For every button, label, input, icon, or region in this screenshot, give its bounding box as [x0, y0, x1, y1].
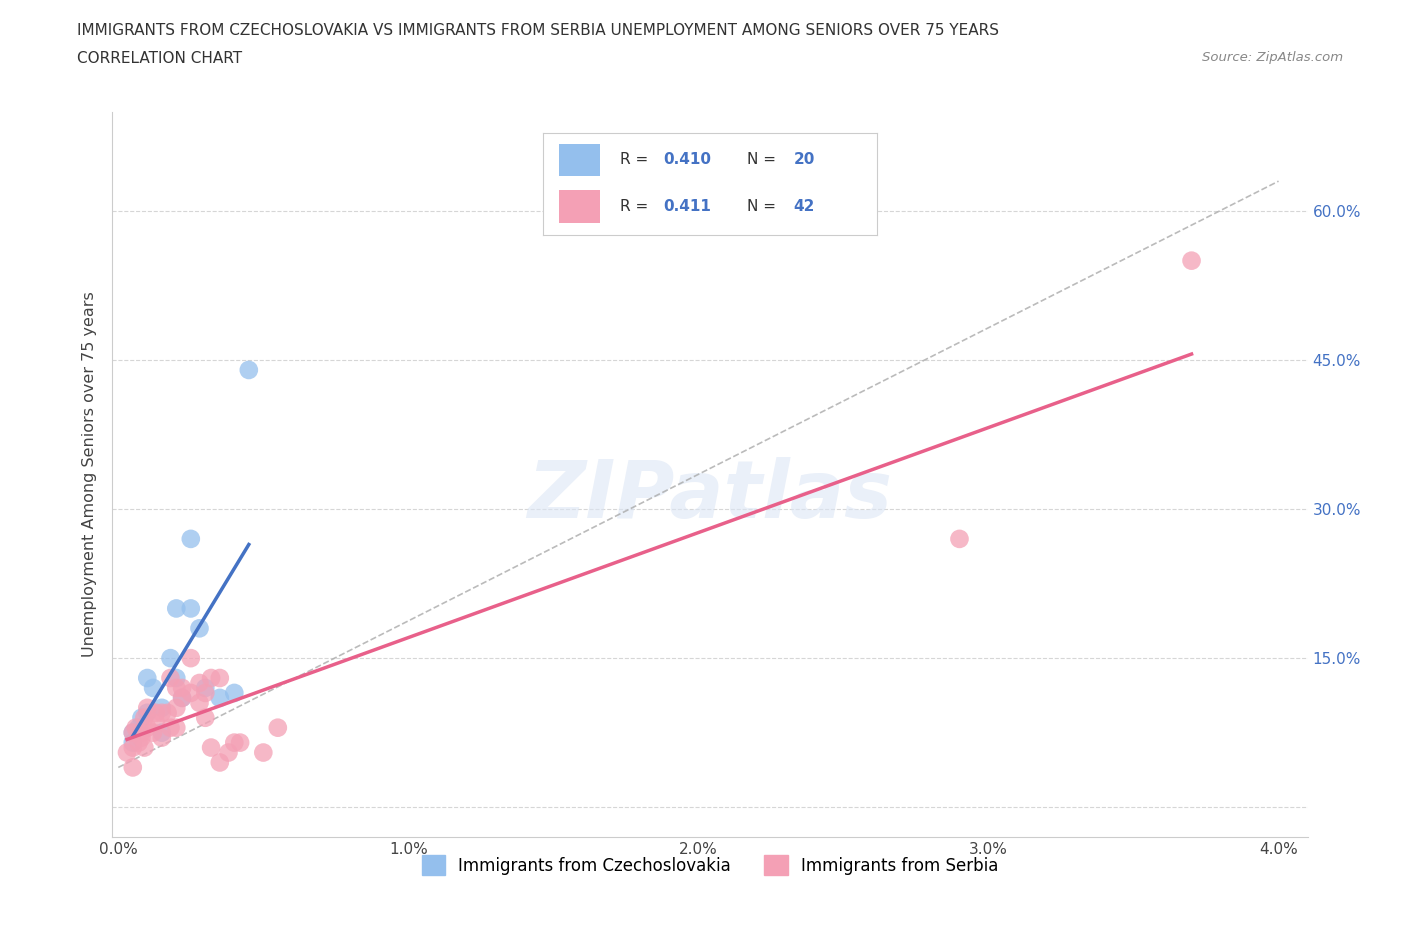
Point [180, 601, 202, 616]
Point [159, 720, 181, 735]
Point [128, 720, 150, 735]
Point [208, 690, 231, 705]
Point [121, 760, 143, 775]
Point [159, 671, 181, 685]
Point [156, 705, 179, 720]
Point [252, 745, 274, 760]
Point [131, 725, 153, 740]
Point [134, 740, 156, 755]
Point [136, 671, 159, 685]
Y-axis label: Unemployment Among Seniors over 75 years: Unemployment Among Seniors over 75 years [82, 291, 97, 658]
Text: ZIPatlas: ZIPatlas [527, 457, 893, 535]
Text: Source: ZipAtlas.com: Source: ZipAtlas.com [1202, 51, 1343, 64]
Point [188, 621, 211, 636]
Point [134, 711, 156, 725]
Point [188, 675, 211, 690]
Point [136, 720, 159, 735]
Point [121, 735, 143, 750]
Point [150, 730, 173, 745]
Point [165, 700, 187, 715]
Point [948, 531, 970, 546]
Point [145, 705, 167, 720]
Point [172, 690, 194, 705]
Point [224, 685, 246, 700]
Point [150, 725, 173, 740]
Point [142, 725, 165, 740]
Point [125, 720, 148, 735]
Point [121, 725, 143, 740]
Point [194, 681, 217, 696]
Point [224, 735, 246, 750]
Point [136, 705, 159, 720]
Legend: Immigrants from Czechoslovakia, Immigrants from Serbia: Immigrants from Czechoslovakia, Immigran… [413, 847, 1007, 884]
Point [142, 681, 165, 696]
Point [115, 745, 138, 760]
Point [194, 711, 217, 725]
Point [136, 700, 159, 715]
Text: CORRELATION CHART: CORRELATION CHART [77, 51, 242, 66]
Point [200, 671, 222, 685]
Point [131, 711, 153, 725]
Point [121, 725, 143, 740]
Point [180, 651, 202, 666]
Point [131, 730, 153, 745]
Point [150, 700, 173, 715]
Point [172, 681, 194, 696]
Point [165, 601, 187, 616]
Point [194, 685, 217, 700]
Point [165, 671, 187, 685]
Point [229, 735, 252, 750]
Point [159, 651, 181, 666]
Point [1180, 253, 1202, 268]
Point [188, 696, 211, 711]
Point [165, 681, 187, 696]
Point [267, 720, 290, 735]
Point [238, 363, 260, 378]
Point [121, 740, 143, 755]
Point [172, 690, 194, 705]
Point [208, 755, 231, 770]
Point [150, 705, 173, 720]
Point [180, 685, 202, 700]
Point [208, 671, 231, 685]
Point [200, 740, 222, 755]
Text: IMMIGRANTS FROM CZECHOSLOVAKIA VS IMMIGRANTS FROM SERBIA UNEMPLOYMENT AMONG SENI: IMMIGRANTS FROM CZECHOSLOVAKIA VS IMMIGR… [77, 23, 1000, 38]
Point [145, 715, 167, 730]
Point [180, 531, 202, 546]
Point [218, 745, 240, 760]
Point [128, 735, 150, 750]
Point [165, 720, 187, 735]
